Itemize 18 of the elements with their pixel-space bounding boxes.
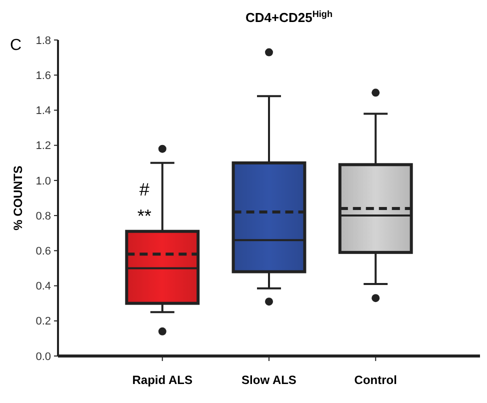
y-tick-label: 0.8 [36,210,51,222]
y-tick-label: 0.2 [36,316,51,328]
y-tick-label: 0.4 [36,280,51,293]
annotation: ** [137,206,152,226]
text: C [10,37,22,54]
y-tick-label: 1.6 [36,70,51,82]
annotation: # [139,180,150,200]
x-tick-label: Slow ALS [242,373,296,387]
y-tick-label: 1.2 [36,140,51,152]
x-tick-label: Rapid ALS [132,373,192,387]
y-axis-title: % COUNTS [11,166,25,230]
y-tick-label: 1.0 [36,175,51,188]
y-tick-label: 1.8 [36,34,51,47]
chart-title: CD4+CD25$^{High}$ [245,9,333,25]
y-tick-label: 0.0 [36,350,51,363]
y-tick-label: 1.4 [36,105,51,118]
y-tick-label: 0.6 [36,246,51,258]
x-tick-label: Control [354,373,397,387]
